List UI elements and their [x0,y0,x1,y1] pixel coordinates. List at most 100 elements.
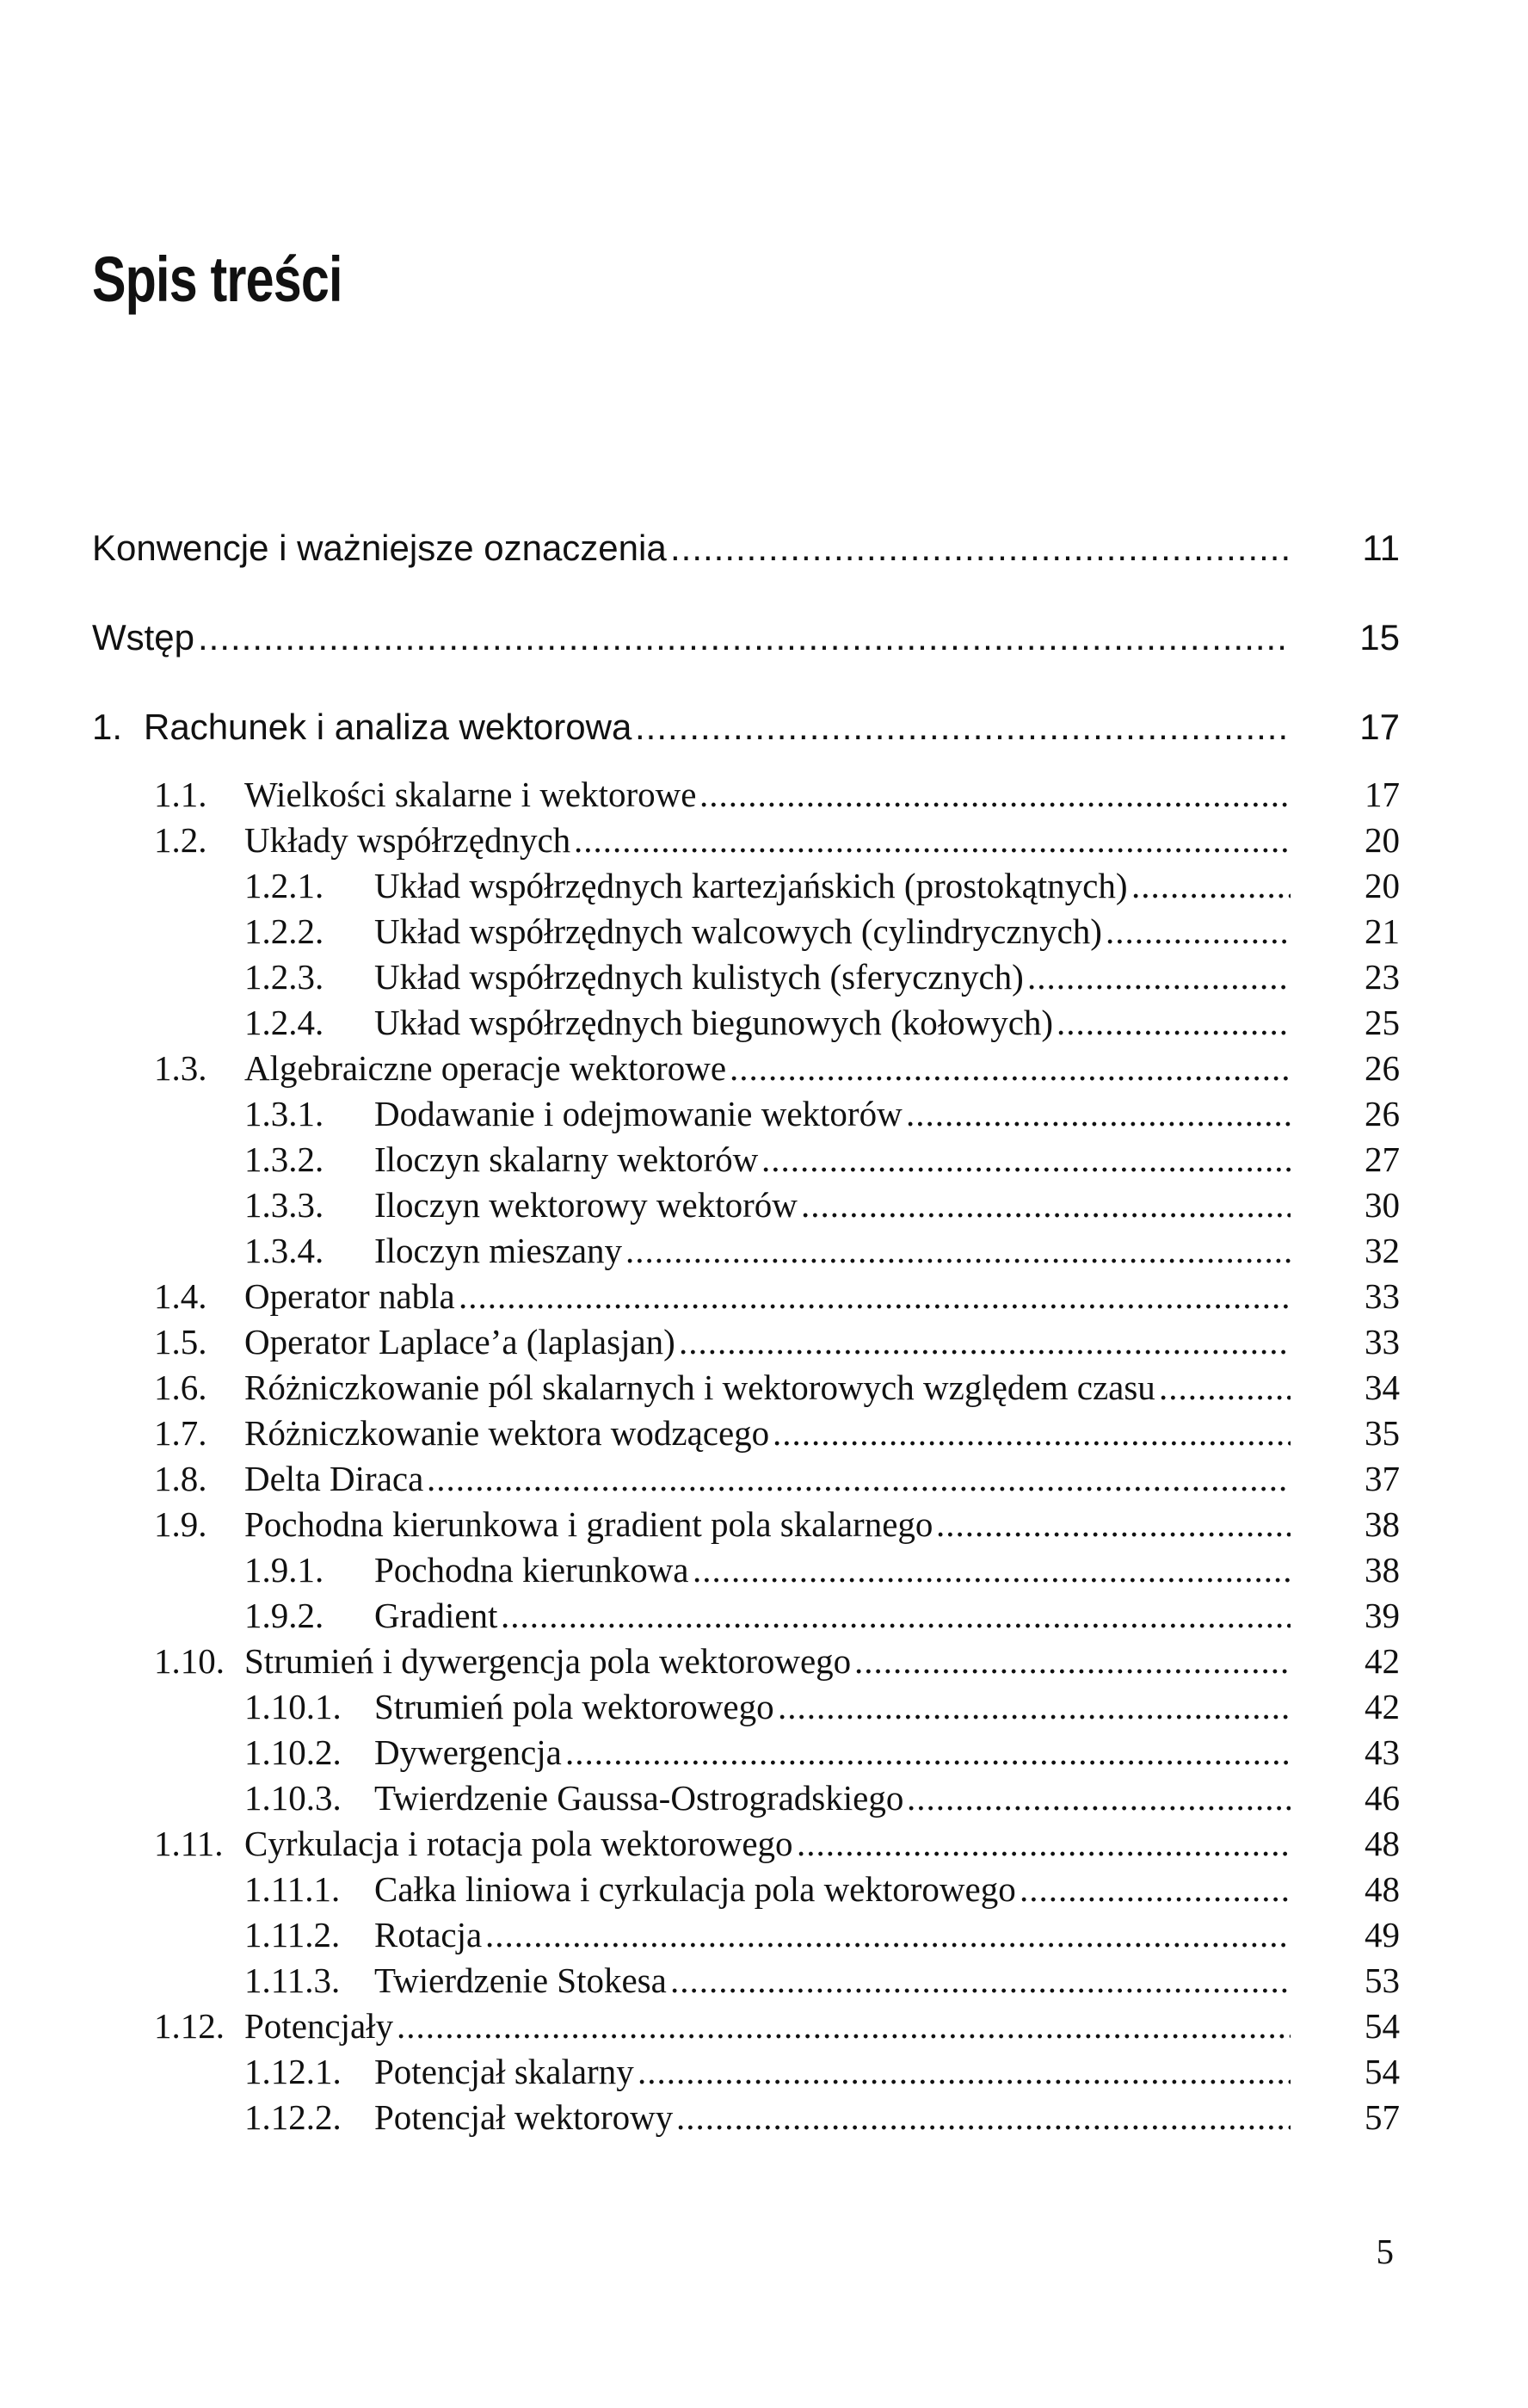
toc-entry[interactable]: 1.9.1. Pochodna kierunkowa...............… [0,1536,1528,1588]
toc-entry[interactable]: 1.12.1. Potencjał skalarny...............… [0,2038,1528,2090]
toc-entry-page: 39 [1365,1596,1400,1635]
dot-leader: ........................................… [565,1735,1291,1770]
dot-leader: ........................................… [625,1233,1291,1269]
toc-entry-title: Pochodna kierunkowa [374,1550,689,1590]
toc-entry-page: 23 [1365,957,1400,997]
toc-entry[interactable]: 1.12. Potencjały.........................… [0,1992,1528,2044]
toc-entry-page: 32 [1365,1231,1400,1270]
dot-leader: ........................................… [679,1324,1291,1360]
toc-entry-number: 1.2.4. [244,1003,324,1042]
toc-entry[interactable]: 1.3.2. Iloczyn skalarny wektorów.........… [0,1126,1528,1177]
toc-entry[interactable]: 1.1. Wielkości skalarne i wektorowe......… [0,761,1528,812]
toc-entry-title: Układ współrzędnych kartezjańskich (pros… [374,866,1128,905]
dot-leader: ........................................… [198,620,1291,656]
toc-entry-title: Wielkości skalarne i wektorowe [244,775,697,814]
dot-leader: ........................................… [397,2009,1291,2044]
toc-entry-number: 1.11.2. [244,1915,341,1954]
page-number: 5 [1376,2232,1395,2271]
dot-leader: ........................................… [1027,960,1291,995]
toc-entry-number: 1.9. [154,1504,207,1544]
toc-entry[interactable]: 1.5. Operator Laplace’a (laplasjan)......… [0,1308,1528,1360]
toc-entry[interactable]: 1. Rachunek i analiza wektorowa..........… [0,694,1528,745]
toc-entry[interactable]: Wstęp...................................… [0,604,1528,656]
toc-entry[interactable]: 1.2.2. Układ współrzędnych walcowych (cyl… [0,898,1528,949]
toc-entry-page: 46 [1365,1778,1400,1818]
toc-entry[interactable]: 1.3.1. Dodawanie i odejmowanie wektorów..… [0,1080,1528,1132]
toc-entry[interactable]: 1.11.2. Rotacja..........................… [0,1901,1528,1953]
toc-entry[interactable]: 1.7. Różniczkowanie wektora wodzącego....… [0,1399,1528,1451]
toc-entry[interactable]: 1.2. Układy współrzędnych................… [0,806,1528,858]
toc-entry-number: 1.3.1. [244,1094,324,1133]
toc-entry-page: 25 [1365,1003,1400,1042]
toc-entry-title: Operator nabla [244,1276,455,1316]
toc-entry-page: 11 [1362,528,1400,568]
dot-leader: ........................................… [778,1689,1291,1725]
toc-entry-title: Różniczkowanie wektora wodzącego [244,1413,770,1453]
toc-entry-number: 1.5. [154,1322,207,1361]
toc-entry-page: 57 [1365,2097,1400,2137]
toc-entry-page: 26 [1365,1094,1400,1133]
toc-entry-page: 20 [1365,820,1400,860]
toc-entry-title: Układ współrzędnych biegunowych (kołowyc… [374,1003,1054,1042]
toc-entry-title: Układy współrzędnych [244,820,571,860]
toc-entry-number: 1.2. [154,820,207,860]
dot-leader: ........................................… [801,1188,1291,1223]
toc-entry-page: 42 [1365,1641,1400,1681]
toc-entry[interactable]: 1.10.2. Dywergencja......................… [0,1719,1528,1770]
toc-entry-title: Układ współrzędnych walcowych (cylindryc… [374,911,1102,951]
toc-entry-page: 33 [1365,1322,1400,1361]
toc-entry-title: Cyrkulacja i rotacja pola wektorowego [244,1824,793,1863]
toc-entry-page: 17 [1365,775,1400,814]
dot-leader: ........................................… [574,823,1291,858]
toc-entry-page: 20 [1365,866,1400,905]
toc-entry[interactable]: 1.11.3. Twierdzenie Stokesa..............… [0,1947,1528,1998]
toc-entry-page: 27 [1365,1139,1400,1179]
toc-entry-page: 26 [1365,1048,1400,1088]
dot-leader: ........................................… [936,1507,1291,1542]
toc-entry[interactable]: 1.4. Operator nabla......................… [0,1263,1528,1314]
toc-entry[interactable]: 1.3. Algebraiczne operacje wektorowe.....… [0,1034,1528,1086]
toc-entry[interactable]: 1.2.3. Układ współrzędnych kulistych (sfe… [0,943,1528,995]
toc-entry[interactable]: 1.11. Cyrkulacja i rotacja pola wektorowe… [0,1810,1528,1862]
toc-entry-number: 1.3. [154,1048,207,1088]
toc-entry-number: 1.2.3. [244,957,324,997]
dot-leader: ........................................… [693,1553,1291,1588]
dot-leader: ........................................… [761,1142,1291,1177]
toc-entry[interactable]: 1.3.3. Iloczyn wektorowy wektorów........… [0,1171,1528,1223]
toc-entry-page: 49 [1365,1915,1400,1954]
toc-entry[interactable]: 1.10.3. Twierdzenie Gaussa-Ostrogradskieg… [0,1764,1528,1816]
toc-entry-number: 1.12.1. [244,2052,342,2091]
toc-entry-title: Wstęp [92,617,195,658]
toc-entry[interactable]: 1.2.1. Układ współrzędnych kartezjańskich… [0,852,1528,904]
toc-entry-page: 35 [1365,1413,1400,1453]
dot-leader: ........................................… [773,1416,1291,1451]
toc-entry-page: 34 [1365,1368,1400,1407]
toc-entry-number: 1.9.1. [244,1550,324,1590]
toc-entry-title: Iloczyn wektorowy wektorów [374,1185,798,1225]
toc-entry-number: 1.10.3. [244,1778,342,1818]
toc-entry[interactable]: 1.8. Delta Diraca........................… [0,1445,1528,1497]
toc-entry-page: 48 [1365,1869,1400,1909]
dot-leader: ........................................… [1057,1005,1291,1040]
toc-entry[interactable]: Konwencje i ważniejsze oznaczenia.......… [0,515,1528,566]
toc-entry-title: Pochodna kierunkowa i gradient pola skal… [244,1504,933,1544]
toc-entry-title: Różniczkowanie pól skalarnych i wektorow… [244,1368,1155,1407]
toc-entry-number: 1.2.2. [244,911,324,951]
toc-entry-page: 43 [1365,1732,1400,1772]
toc-entry[interactable]: 1.11.1. Całka liniowa i cyrkulacja pola w… [0,1855,1528,1907]
toc-entry-page: 21 [1365,911,1400,951]
toc-entry[interactable]: 1.12.2. Potencjał wektorowy..............… [0,2084,1528,2135]
dot-leader: ........................................… [1020,1872,1291,1907]
toc-entry[interactable]: 1.10.1. Strumień pola wektorowego........… [0,1673,1528,1725]
toc-entry[interactable]: 1.3.4. Iloczyn mieszany..................… [0,1217,1528,1269]
dot-leader: ........................................… [485,1917,1291,1953]
toc-entry[interactable]: 1.9. Pochodna kierunkowa i gradient pola … [0,1491,1528,1542]
toc-entry-number: 1.7. [154,1413,207,1453]
toc-entry[interactable]: 1.10. Strumień i dywergencja pola wektoro… [0,1627,1528,1679]
toc-entry[interactable]: 1.2.4. Układ współrzędnych biegunowych (k… [0,989,1528,1040]
page-title: Spis treści [92,244,342,315]
toc-entry[interactable]: 1.6. Różniczkowanie pól skalarnych i wekt… [0,1354,1528,1405]
toc-entry-number: 1.11.1. [244,1869,341,1909]
toc-entry-title: Strumień pola wektorowego [374,1687,774,1726]
toc-entry[interactable]: 1.9.2. Gradient..........................… [0,1582,1528,1633]
